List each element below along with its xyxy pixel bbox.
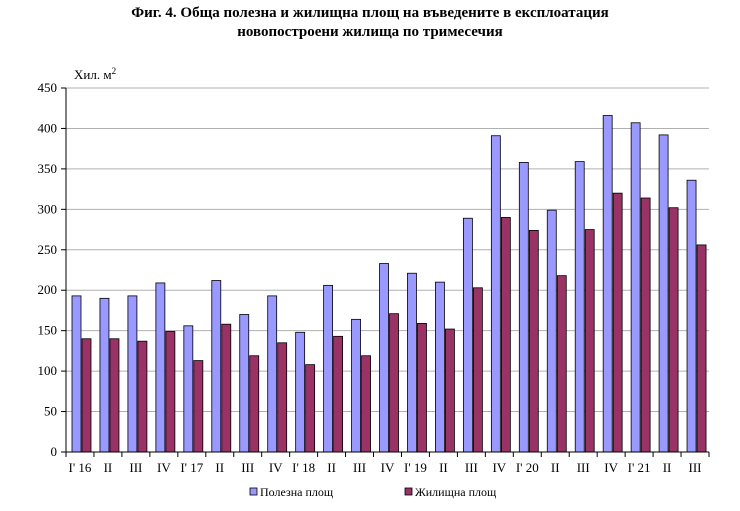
bar-polezna [323,284,334,453]
bar-polezna [267,295,278,453]
legend-swatch [249,487,258,496]
bar-zhilishtna [500,217,511,453]
legend-item-polezna: Полезна площ [249,485,333,499]
bar-zhilishtna [193,360,204,453]
axes [65,88,710,457]
y-axis-label-sup: 2 [112,66,117,76]
y-tick-label: 200 [38,282,58,297]
x-tick-label: III [129,460,142,475]
x-tick-label: I' 20 [516,460,539,475]
y-axis-label-text: Хил. м [74,67,112,82]
bar-zhilishtna [165,331,176,453]
bar-zhilishtna [556,275,567,453]
x-tick-label: III [689,460,702,475]
bar-polezna [630,122,641,453]
legend-swatch [404,487,413,496]
y-tick-label: 250 [38,242,58,257]
bar-polezna [351,318,361,453]
y-axis-label: Хил. м2 [74,66,116,82]
bar-polezna [602,115,613,453]
x-tick-label: IV [604,460,618,475]
x-tick-label: I' 19 [404,460,427,475]
bar-polezna [71,295,82,453]
bar-polezna [239,314,250,453]
bar-polezna [574,161,585,453]
legend: Полезна площ Жилищна площ [249,485,496,499]
x-tick-label: IV [492,460,506,475]
bar-zhilishtna [333,335,344,453]
chart-title-line2: новопостроени жилища по тримесечия [237,24,503,40]
y-tick-labels: 0 50 100 150 200 250 300 350 400 450 [38,80,58,459]
bar-polezna [490,135,501,453]
bar-polezna [183,325,194,453]
bar-zhilishtna [696,244,707,453]
x-tick-label: II [663,460,672,475]
bar-zhilishtna [389,313,399,453]
x-tick-label: II [439,460,448,475]
x-tick-label: II [215,460,224,475]
legend-item-zhilishtna: Жилищна площ [404,485,496,499]
x-tick-label: I' 16 [69,460,92,475]
bar-zhilishtna [445,328,455,453]
legend-label: Полезна площ [260,485,333,499]
y-tick-label: 50 [44,404,57,419]
x-tick-label: III [241,460,254,475]
y-tick-label: 100 [38,363,58,378]
bar-zhilishtna [221,323,232,453]
x-tick-label: II [551,460,560,475]
x-tick-label: IV [269,460,283,475]
x-tick-label: I' 18 [292,460,315,475]
y-tick-label: 150 [38,323,58,338]
x-tick-label: IV [381,460,395,475]
y-tick-label: 300 [38,201,58,216]
bar-zhilishtna [305,364,316,453]
bar-polezna [407,272,417,453]
chart-title-line1: Фиг. 4. Обща полезна и жилищна площ на в… [131,5,609,21]
bar-zhilishtna [640,197,651,453]
legend-label: Жилищна площ [415,485,496,499]
y-tick-label: 400 [38,120,58,135]
bar-zhilishtna [81,338,92,453]
x-tick-label: I' 21 [628,460,651,475]
bar-zhilishtna [528,229,539,453]
y-tick-label: 0 [51,444,58,459]
bar-polezna [211,280,222,453]
bar-polezna [155,282,166,453]
x-tick-label: III [577,460,590,475]
bar-zhilishtna [417,322,427,453]
bar-zhilishtna [668,207,679,453]
bar-zhilishtna [361,355,371,453]
x-tick-label: III [465,460,478,475]
bar-polezna [435,281,445,453]
bar-zhilishtna [277,342,288,453]
bar-polezna [295,331,306,453]
x-tick-label: II [104,460,113,475]
bar-zhilishtna [109,338,120,453]
x-tick-label: III [353,460,366,475]
x-tick-labels: I' 16 II III IV I' 17 II III IV I' 18 II III IV I' 1… [69,460,702,475]
bar-polezna [518,162,529,453]
bar-zhilishtna [137,340,148,453]
x-tick-label: I' 17 [180,460,203,475]
bar-polezna [686,179,697,453]
bar-polezna [127,295,138,453]
x-tick-label: IV [157,460,171,475]
bar-polezna [658,134,669,453]
y-tick-label: 350 [38,161,58,176]
bar-zhilishtna [249,355,260,453]
bar-polezna [462,217,473,453]
bar-polezna [379,263,389,453]
chart-title: Фиг. 4. Обща полезна и жилищна площ на в… [0,4,740,42]
bar-polezna [546,209,557,453]
x-tick-label: II [327,460,336,475]
bar-polezna [99,297,110,453]
bar-zhilishtna [472,287,483,453]
bar-zhilishtna [612,192,623,453]
bars [71,115,707,453]
y-tick-label: 450 [38,80,58,95]
bar-zhilishtna [584,229,595,453]
